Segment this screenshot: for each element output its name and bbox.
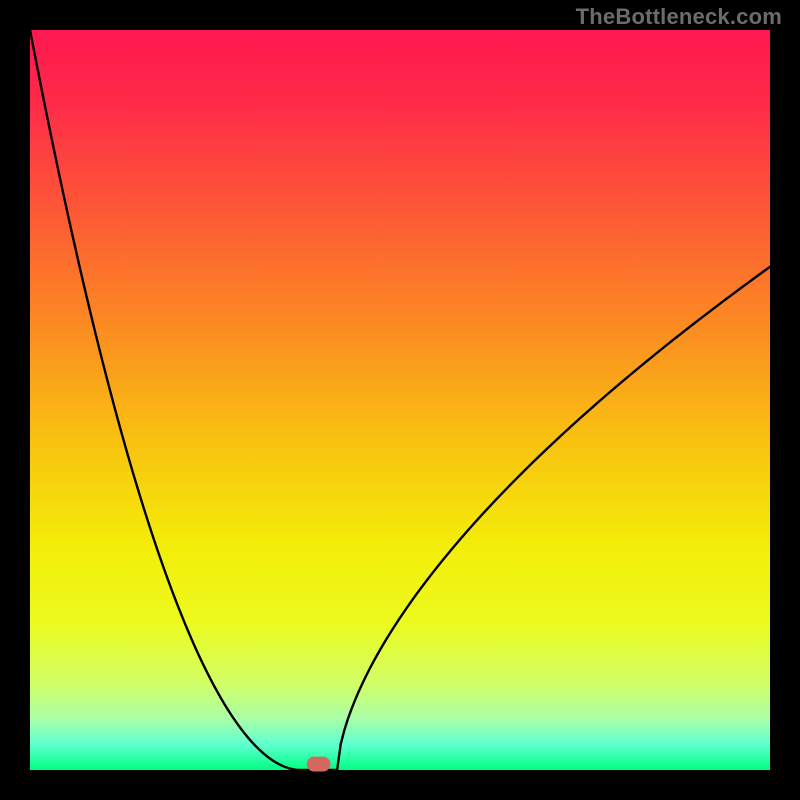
plot-background <box>30 30 770 770</box>
watermark-text: TheBottleneck.com <box>576 4 782 30</box>
optimum-marker <box>307 757 331 772</box>
bottleneck-chart-svg <box>0 0 800 800</box>
chart-frame: TheBottleneck.com <box>0 0 800 800</box>
